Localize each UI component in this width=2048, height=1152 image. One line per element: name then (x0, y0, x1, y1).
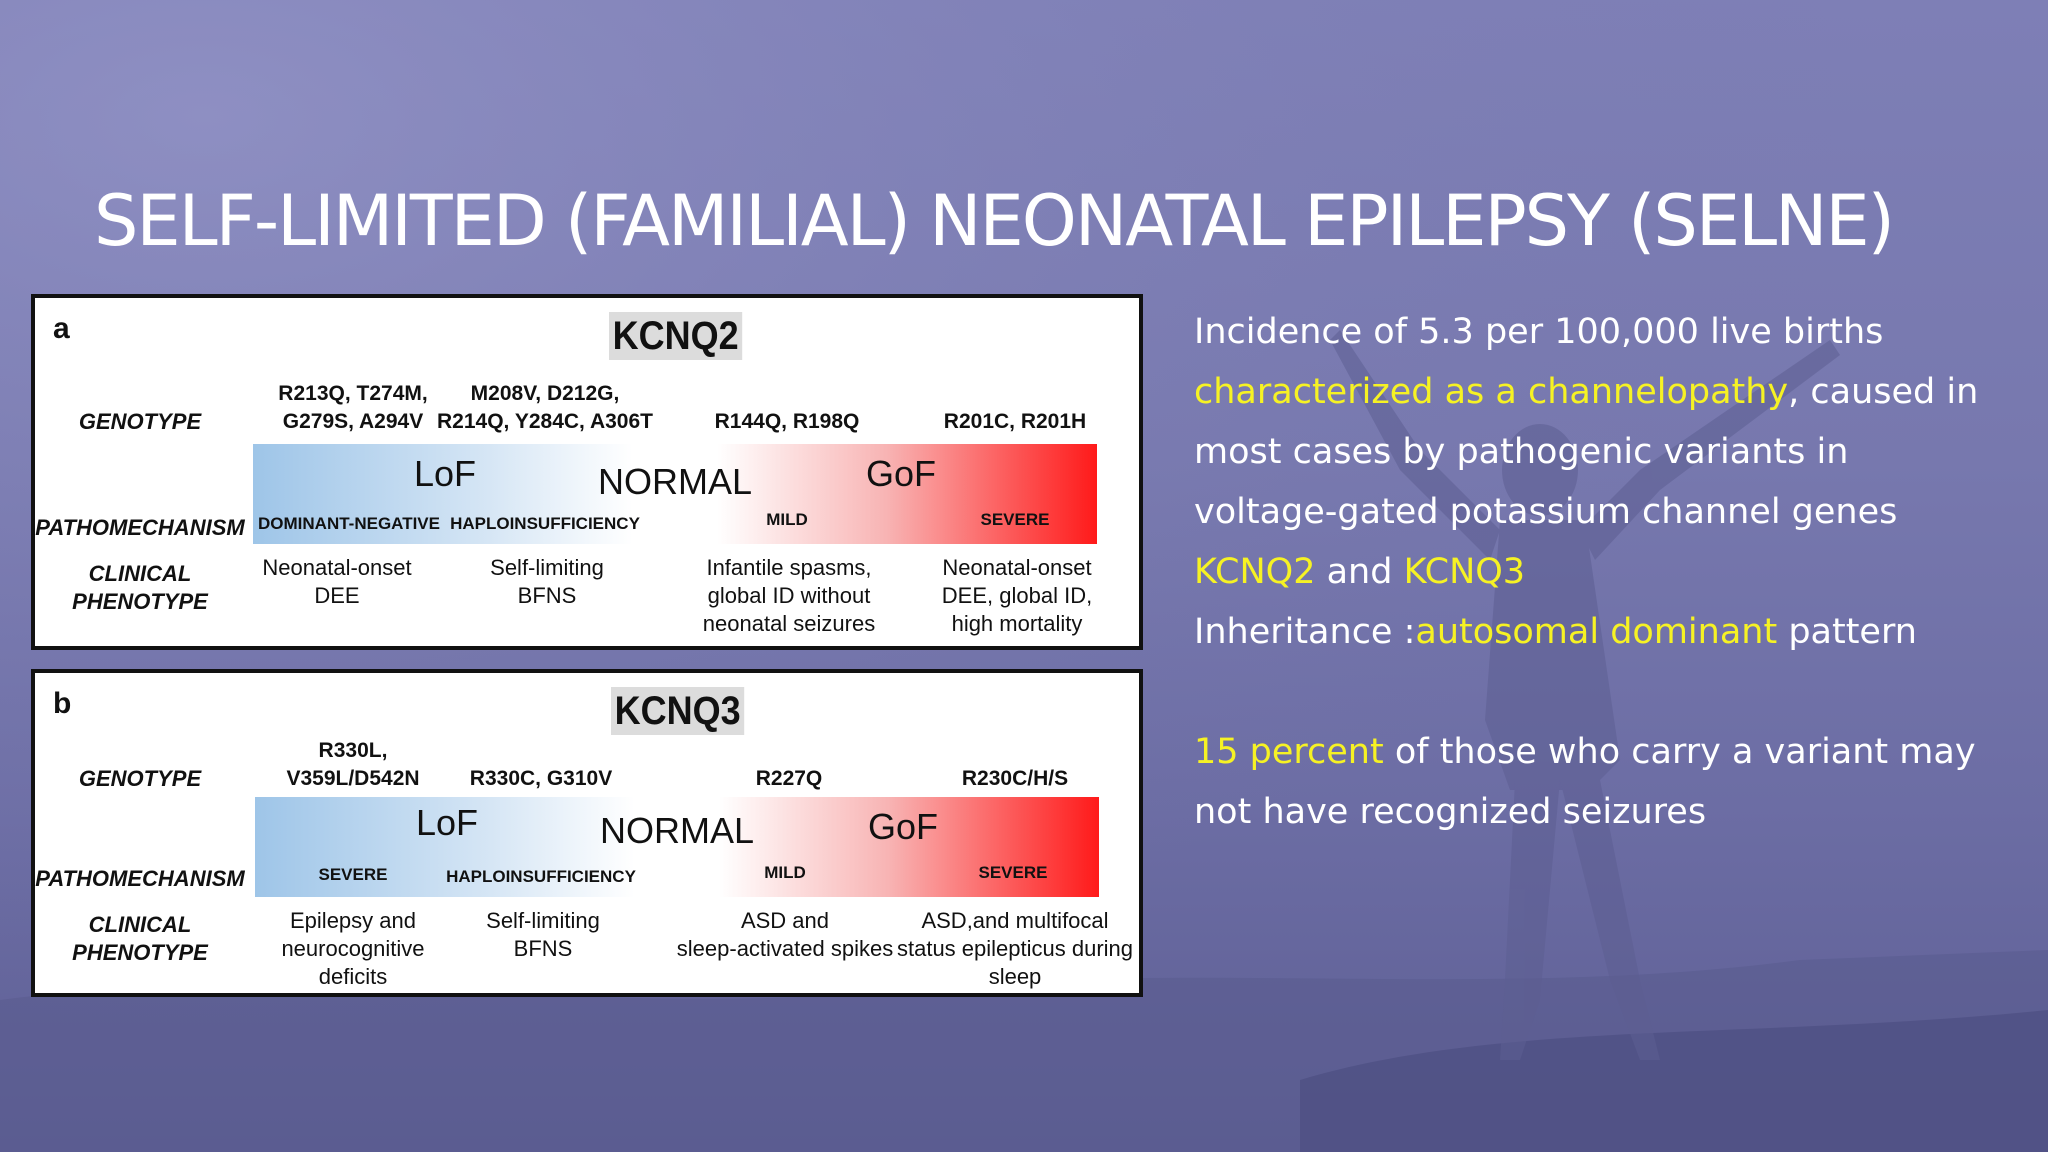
body-line: characterized as a channelopathy, caused… (1194, 372, 1979, 412)
row-label-genotype: GENOTYPE (78, 409, 202, 434)
mechanism-label: HAPLOINSUFFICIENCY (450, 514, 640, 533)
lof-gof-gradient-bar (255, 797, 1099, 897)
genotype-cell: R330L, V359L/D542N (286, 739, 420, 790)
gof-label: GoF (865, 453, 937, 494)
phenotype-cell: Infantile spasms, global ID without neonat… (702, 555, 876, 636)
phenotype-cell: Self-limiting BFNS (486, 908, 600, 961)
figure-panel-a: a KCNQ2 GENOTYPE PATHOMECHANISM CLINICAL… (31, 294, 1143, 650)
body-line: voltage-gated potassium channel genes (1194, 492, 1898, 532)
body-line: KCNQ2 and KCNQ3 (1194, 552, 1526, 592)
genotype-cell: R213Q, T274M, G279S, A294V (278, 382, 428, 433)
body-line: not have recognized seizures (1194, 792, 1707, 832)
genotype-cell: M208V, D212G, R214Q, Y284C, A306T (437, 382, 653, 433)
lof-label: LoF (415, 802, 479, 843)
row-label-pathomechanism: PATHOMECHANISM (35, 515, 245, 540)
slide-body-text: Incidence of 5.3 per 100,000 live births… (1194, 302, 2014, 842)
mechanism-label: SEVERE (980, 510, 1050, 529)
row-label-genotype: GENOTYPE (78, 766, 202, 791)
body-line: Incidence of 5.3 per 100,000 live births (1194, 312, 1884, 352)
slide-title: SELF-LIMITED (FAMILIAL) NEONATAL EPILEPS… (94, 180, 1895, 262)
phenotype-cell: Self-limiting BFNS (490, 555, 604, 608)
genotype-cell: R227Q (755, 767, 823, 790)
body-spacer (1194, 662, 2014, 722)
gene-label: KCNQ2 (609, 312, 743, 360)
phenotype-cell: Neonatal-onset DEE (262, 555, 412, 608)
panel-letter: b (53, 687, 72, 720)
highlight-text: autosomal dominant (1415, 612, 1778, 652)
figure-panel-b: b KCNQ3 GENOTYPE PATHOMECHANISM CLINICAL… (31, 669, 1143, 997)
row-label-pathomechanism: PATHOMECHANISM (35, 866, 245, 891)
genotype-cell: R201C, R201H (943, 410, 1087, 433)
normal-label: NORMAL (599, 810, 755, 851)
phenotype-cell: ASD,and multifocal status epilepticus dur… (896, 908, 1134, 989)
genotype-cell: R144Q, R198Q (714, 410, 860, 433)
mechanism-label: MILD (764, 863, 806, 882)
mechanism-label: MILD (766, 510, 808, 529)
body-line: most cases by pathogenic variants in (1194, 432, 1849, 472)
lof-gof-gradient-bar (253, 444, 1097, 544)
body-line: Inheritance :autosomal dominant pattern (1194, 612, 1917, 652)
highlight-text: KCNQ3 (1403, 552, 1526, 592)
highlight-text: 15 percent (1194, 732, 1384, 772)
highlight-text: characterized as a channelopathy (1194, 372, 1789, 412)
phenotype-cell: Neonatal-onset DEE, global ID, high mortal… (941, 555, 1093, 636)
highlight-text: KCNQ2 (1194, 552, 1316, 592)
panel-letter: a (53, 312, 70, 345)
row-label-clinical-phenotype: CLINICAL PHENOTYPE (72, 561, 208, 614)
body-line: 15 percent of those who carry a variant … (1194, 732, 1976, 772)
phenotype-cell: Epilepsy and neurocognitive deficits (281, 908, 425, 989)
genotype-cell: R330C, G310V (469, 767, 613, 790)
mechanism-label: SEVERE (978, 863, 1048, 882)
normal-label: NORMAL (597, 461, 753, 502)
row-label-clinical-phenotype: CLINICAL PHENOTYPE (72, 912, 208, 965)
gene-label: KCNQ3 (611, 687, 745, 735)
mechanism-label: SEVERE (318, 865, 388, 884)
genotype-cell: R230C/H/S (961, 767, 1069, 790)
phenotype-cell: ASD and sleep-activated spikes (676, 908, 894, 961)
person-silhouette (1330, 330, 1840, 1060)
gof-label: GoF (867, 806, 939, 847)
mechanism-label: HAPLOINSUFFICIENCY (446, 867, 636, 886)
lof-label: LoF (413, 453, 477, 494)
mechanism-label: DOMINANT-NEGATIVE (258, 514, 440, 533)
